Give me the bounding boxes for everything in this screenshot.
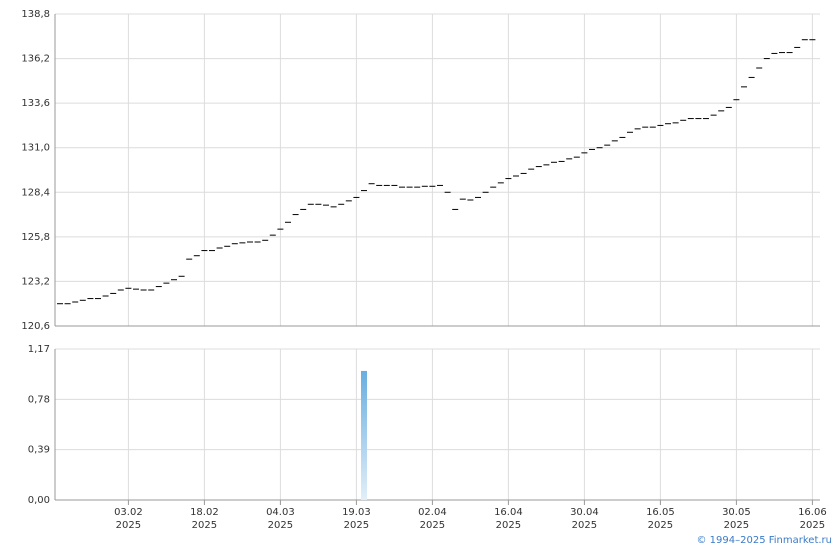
x-tick-label: 16.04 2025 <box>494 507 523 531</box>
y-tick-label: 138,8 <box>21 9 50 20</box>
x-tick-label: 02.04 2025 <box>418 507 447 531</box>
x-tick-label: 19.03 2025 <box>342 507 371 531</box>
x-tick-label: 16.05 2025 <box>646 507 675 531</box>
y-tick-label: 131,0 <box>21 143 50 154</box>
x-tick-label: 30.05 2025 <box>722 507 751 531</box>
y-tick-label: 136,2 <box>21 54 50 65</box>
credit[interactable]: © 1994–2025 Finmarket.ru <box>696 535 832 546</box>
x-tick-label: 04.03 2025 <box>266 507 295 531</box>
y-tick-label: 0,00 <box>28 495 50 506</box>
y-tick-label: 120,6 <box>21 321 50 332</box>
x-tick-label: 03.02 2025 <box>114 507 143 531</box>
x-tick-label: 18.02 2025 <box>190 507 219 531</box>
x-tick-label: 30.04 2025 <box>570 507 599 531</box>
y-tick-label: 1,17 <box>28 344 50 355</box>
y-tick-label: 0,39 <box>28 445 50 456</box>
volume-bar-shade <box>361 370 367 500</box>
y-tick-label: 123,2 <box>21 276 50 287</box>
y-tick-label: 128,4 <box>21 187 50 198</box>
x-tick-label: 16.06 2025 <box>798 507 827 531</box>
y-tick-label: 125,8 <box>21 232 50 243</box>
y-tick-label: 133,6 <box>21 98 50 109</box>
y-tick-label: 0,78 <box>28 394 50 405</box>
